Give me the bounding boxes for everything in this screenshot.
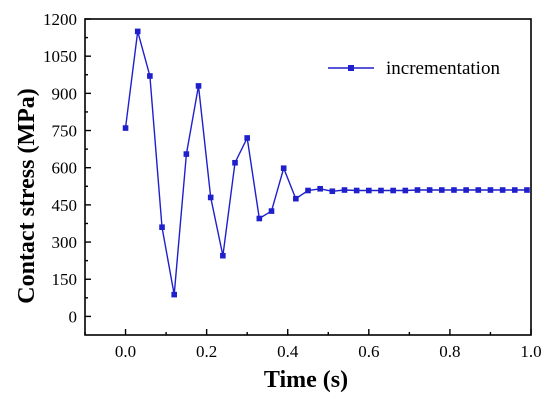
legend-marker-swatch (348, 65, 354, 71)
data-point (135, 29, 141, 35)
data-point (342, 187, 348, 193)
data-point (208, 195, 214, 201)
data-point (305, 188, 311, 194)
data-point (475, 187, 481, 193)
data-point (220, 253, 226, 259)
x-tick-label: 0.6 (358, 342, 379, 361)
x-axis-title: Time (s) (264, 367, 348, 393)
legend: incrementation (328, 58, 500, 79)
data-point (330, 188, 336, 194)
x-tick-label: 0.4 (277, 342, 299, 361)
data-point (403, 188, 409, 194)
data-point (427, 187, 433, 193)
data-point (159, 224, 165, 230)
y-tick-label: 750 (52, 122, 78, 141)
y-tick-label: 300 (52, 233, 78, 252)
y-axis-ticks: 0 150 300 450 600 750 900 1050 1200 (43, 10, 91, 326)
data-point (500, 187, 506, 193)
data-point (439, 187, 445, 193)
y-tick-label: 600 (52, 159, 78, 178)
data-point (293, 196, 299, 202)
y-axis-title: Contact stress (MPa) (14, 88, 40, 304)
y-tick-label: 450 (52, 196, 78, 215)
data-point (512, 187, 518, 193)
data-point (232, 160, 238, 166)
x-tick-label: 0.2 (196, 342, 217, 361)
data-point (378, 188, 384, 194)
x-tick-label: 0.0 (115, 342, 136, 361)
data-point (281, 165, 287, 171)
data-point (366, 188, 372, 194)
data-point (524, 187, 530, 193)
data-point (269, 208, 275, 214)
data-point (354, 188, 360, 194)
data-point (488, 187, 494, 193)
legend-label: incrementation (386, 58, 500, 79)
y-tick-label: 0 (69, 307, 78, 326)
y-tick-label: 150 (52, 270, 78, 289)
data-point (415, 187, 421, 193)
data-point (244, 135, 250, 141)
y-tick-label: 900 (52, 84, 78, 103)
data-point (463, 187, 469, 193)
data-point (147, 73, 153, 79)
data-point (196, 83, 202, 89)
x-axis-ticks: 0.0 0.2 0.4 0.6 0.8 1.0 (85, 329, 542, 361)
data-point (257, 216, 263, 222)
y-tick-label: 1050 (43, 47, 77, 66)
x-tick-label: 0.8 (439, 342, 460, 361)
data-point (451, 187, 457, 193)
data-point (184, 151, 190, 157)
data-point (317, 186, 323, 192)
data-point (390, 188, 396, 194)
data-point (171, 292, 177, 298)
y-tick-label: 1200 (43, 10, 77, 29)
data-point (123, 125, 129, 131)
x-tick-label: 1.0 (520, 342, 541, 361)
